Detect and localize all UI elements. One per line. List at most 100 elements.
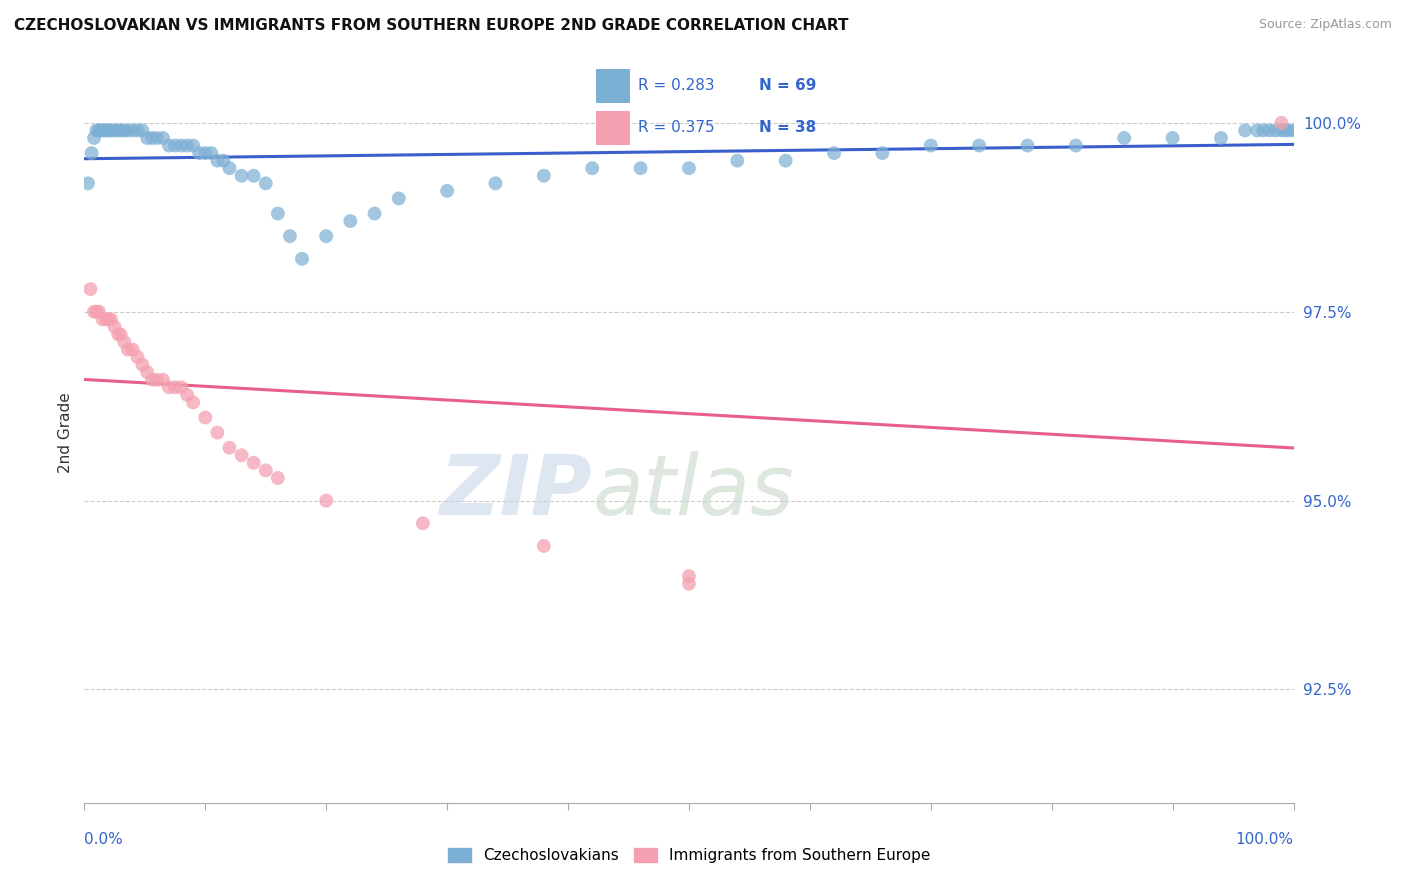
Point — [127, 123, 149, 137]
Point — [91, 312, 114, 326]
Point — [1282, 123, 1305, 137]
Point — [127, 350, 149, 364]
Point — [231, 169, 253, 183]
Point — [1258, 123, 1281, 137]
Point — [181, 395, 204, 409]
Point — [533, 539, 555, 553]
Point — [90, 123, 112, 137]
Point — [188, 146, 211, 161]
Point — [200, 146, 222, 161]
Point — [242, 456, 264, 470]
Point — [363, 206, 385, 220]
Point — [77, 177, 100, 191]
Point — [315, 493, 337, 508]
Point — [725, 153, 748, 168]
Point — [136, 131, 159, 145]
Point — [207, 153, 229, 168]
Point — [1253, 123, 1275, 137]
Point — [83, 131, 105, 145]
Point — [100, 123, 122, 137]
Point — [1064, 138, 1087, 153]
Point — [339, 214, 361, 228]
Point — [678, 569, 700, 583]
Point — [967, 138, 990, 153]
Point — [79, 282, 101, 296]
Point — [83, 304, 105, 318]
Point — [112, 123, 135, 137]
Point — [678, 161, 700, 176]
Point — [823, 146, 845, 161]
Point — [218, 161, 240, 176]
Point — [267, 206, 290, 220]
Point — [131, 358, 153, 372]
Point — [112, 334, 135, 349]
Point — [117, 123, 139, 137]
Point — [107, 327, 129, 342]
Point — [141, 131, 163, 145]
Legend: Czechoslovakians, Immigrants from Southern Europe: Czechoslovakians, Immigrants from Southe… — [441, 842, 936, 869]
Text: N = 38: N = 38 — [759, 120, 817, 135]
Point — [278, 229, 301, 244]
Point — [86, 123, 108, 137]
Point — [1114, 131, 1136, 145]
Point — [533, 169, 555, 183]
Point — [267, 471, 290, 485]
Point — [93, 123, 115, 137]
Point — [484, 177, 506, 191]
Point — [1278, 123, 1301, 137]
Point — [1270, 116, 1292, 130]
Point — [242, 169, 264, 183]
Point — [775, 153, 797, 168]
Point — [315, 229, 337, 244]
Text: atlas: atlas — [592, 451, 794, 533]
Point — [1161, 131, 1184, 145]
Point — [194, 410, 217, 425]
Point — [104, 319, 127, 334]
Point — [121, 343, 143, 357]
Point — [146, 373, 169, 387]
Point — [1270, 123, 1292, 137]
Point — [920, 138, 942, 153]
Text: CZECHOSLOVAKIAN VS IMMIGRANTS FROM SOUTHERN EUROPE 2ND GRADE CORRELATION CHART: CZECHOSLOVAKIAN VS IMMIGRANTS FROM SOUTH… — [14, 18, 849, 33]
Point — [157, 138, 180, 153]
Point — [136, 365, 159, 379]
Point — [207, 425, 229, 440]
Point — [97, 123, 120, 137]
Point — [388, 191, 411, 205]
Text: N = 69: N = 69 — [759, 78, 817, 93]
Point — [412, 516, 434, 531]
Point — [94, 123, 117, 137]
Point — [152, 373, 174, 387]
Point — [104, 123, 127, 137]
Point — [1234, 123, 1257, 137]
Point — [1264, 123, 1286, 137]
Point — [87, 304, 110, 318]
Bar — [596, 69, 630, 103]
Text: 0.0%: 0.0% — [84, 832, 124, 847]
Point — [141, 373, 163, 387]
Point — [1246, 123, 1268, 137]
Point — [107, 123, 129, 137]
Point — [100, 312, 122, 326]
Point — [121, 123, 143, 137]
Point — [436, 184, 458, 198]
Point — [80, 146, 103, 161]
Text: R = 0.375: R = 0.375 — [638, 120, 714, 135]
Text: R = 0.283: R = 0.283 — [638, 78, 714, 93]
Point — [97, 312, 120, 326]
Point — [152, 131, 174, 145]
Point — [212, 153, 235, 168]
Point — [146, 131, 169, 145]
Point — [110, 123, 132, 137]
Text: Source: ZipAtlas.com: Source: ZipAtlas.com — [1258, 18, 1392, 31]
Point — [176, 138, 198, 153]
Point — [678, 576, 700, 591]
Point — [194, 146, 217, 161]
Point — [176, 388, 198, 402]
Point — [630, 161, 652, 176]
Bar — [596, 111, 630, 145]
Point — [110, 327, 132, 342]
Point — [231, 448, 253, 462]
Point — [86, 304, 108, 318]
Y-axis label: 2nd Grade: 2nd Grade — [58, 392, 73, 473]
